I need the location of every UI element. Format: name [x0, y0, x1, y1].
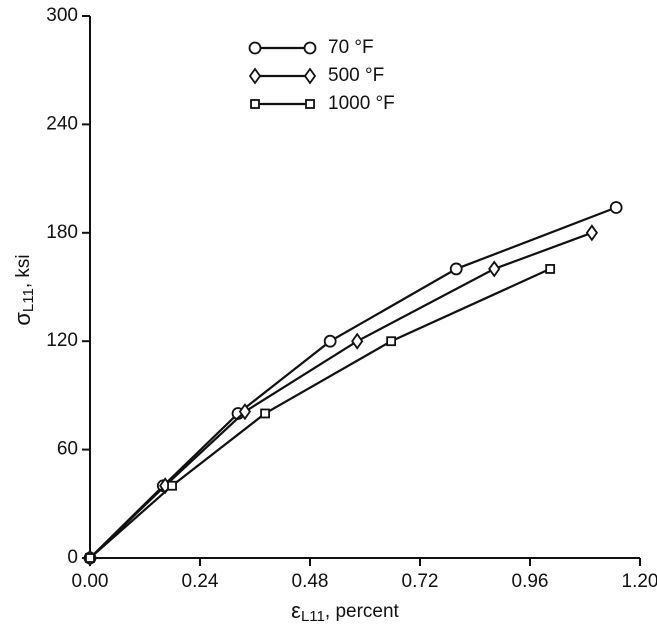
marker [545, 264, 556, 274]
y-tick-label: 240 [46, 113, 78, 134]
series-line [89, 206, 617, 559]
x-tick-label: 0.96 [512, 571, 549, 592]
y-tick-label: 60 [57, 439, 78, 460]
legend-marker [305, 99, 315, 109]
x-tick-label: 0.72 [402, 571, 439, 592]
marker [323, 334, 337, 348]
y-tick-label: 0 [67, 547, 78, 568]
y-tick-label: 180 [46, 222, 78, 243]
marker [260, 408, 270, 419]
legend-label: 70 °F [328, 37, 374, 58]
marker [488, 260, 501, 278]
marker [351, 332, 364, 350]
x-tick-label: 0.48 [292, 571, 329, 592]
x-tick-label: 0.24 [182, 571, 219, 592]
series-line [89, 231, 593, 559]
y-axis-label: σL11, ksi [10, 254, 37, 325]
marker [386, 336, 397, 347]
marker [167, 480, 177, 491]
x-axis-label: εL11, percent [291, 598, 399, 625]
marker [585, 224, 598, 242]
marker [238, 403, 252, 421]
legend-label: 1000 °F [328, 93, 395, 114]
y-tick-label: 120 [46, 330, 78, 351]
legend-marker [303, 41, 317, 55]
series-line [89, 267, 551, 559]
legend-label: 500 °F [328, 65, 384, 86]
marker [85, 553, 95, 563]
marker [449, 262, 463, 276]
marker [609, 201, 623, 214]
x-tick-label: 0.00 [72, 571, 109, 592]
y-tick-label: 300 [46, 5, 78, 26]
legend-marker [303, 67, 317, 85]
legend-marker [250, 99, 260, 109]
x-tick-label: 1.20 [622, 571, 657, 592]
legend-marker [248, 41, 262, 55]
legend-marker [248, 67, 262, 85]
